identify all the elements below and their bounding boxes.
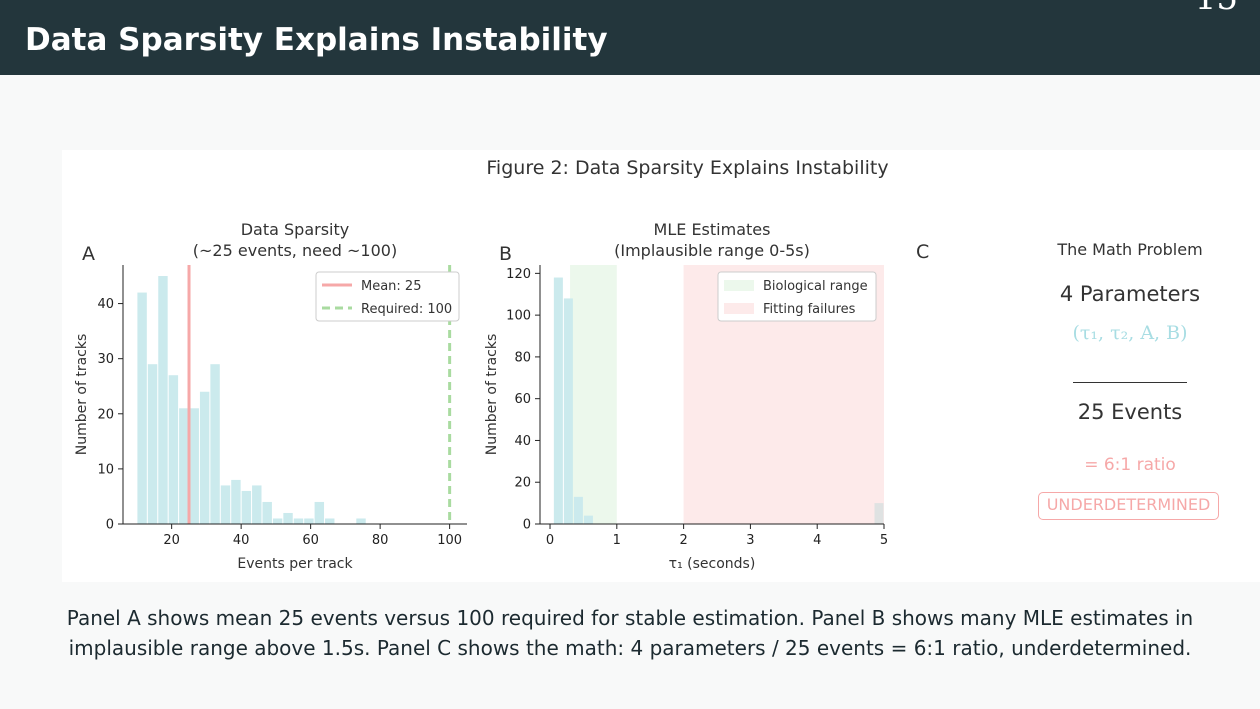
panel-b-y-tick-label: 100 [506, 309, 531, 324]
panel-b-y-tick-label: 120 [506, 267, 531, 282]
panel-b-span-biological-range [570, 265, 617, 524]
panel-b-x-axis-label: τ₁ (seconds) [669, 556, 756, 572]
panel-a-bar [314, 501, 325, 524]
panel-a-bar [199, 391, 210, 524]
panel-a-y-tick-label: 40 [97, 297, 114, 312]
panel-c-title: The Math Problem [1057, 240, 1203, 259]
panel-b-y-tick-label: 60 [514, 392, 531, 407]
panel-b-legend-label: Biological range [763, 279, 868, 294]
panel-a-x-tick-label: 60 [302, 533, 319, 548]
panel-a-x-tick-label: 20 [163, 533, 180, 548]
figure-title: Figure 2: Data Sparsity Explains Instabi… [486, 157, 889, 179]
panel-a-bar [231, 479, 241, 524]
panel-b-x-tick-label: 0 [546, 533, 554, 548]
panel-b-x-tick-label: 1 [613, 533, 621, 548]
panel-a-bar [252, 485, 262, 524]
panel-a-y-tick-label: 0 [106, 518, 114, 533]
panel-a-bar [325, 518, 335, 524]
panel-c-symbols: (τ₁, τ₂, A, B) [1072, 322, 1188, 344]
panel-a-bar [356, 518, 366, 524]
panel-a-legend-label: Mean: 25 [361, 279, 421, 294]
panel-b-y-tick-label: 0 [523, 518, 531, 533]
panel-b-letter: B [499, 243, 512, 265]
panel-a-bar [241, 490, 252, 524]
panel-a-bar [137, 292, 147, 524]
panel-b-x-tick-label: 4 [813, 533, 821, 548]
panel-c-events: 25 Events [1077, 400, 1183, 424]
figure-panel [62, 150, 1260, 582]
panel-a-title: Data Sparsity [241, 220, 350, 239]
panel-a-x-tick-label: 80 [372, 533, 389, 548]
panel-a-legend-label: Required: 100 [361, 302, 452, 317]
panel-b-title: MLE Estimates [654, 220, 771, 239]
slide-title: Data Sparsity Explains Instability [25, 22, 608, 58]
panel-b-bar [583, 515, 593, 524]
panel-c-fraction-rule [1073, 382, 1187, 383]
panel-b-bar [563, 298, 573, 524]
panel-a-y-tick-label: 20 [97, 407, 114, 422]
panel-b-x-tick-label: 2 [679, 533, 687, 548]
panel-a-x-tick-label: 100 [437, 533, 462, 548]
caption: Panel A shows mean 25 events versus 100 … [66, 606, 1194, 660]
panel-b-y-tick-label: 80 [514, 350, 531, 365]
panel-a-y-axis-label: Number of tracks [74, 334, 90, 456]
panel-b-bar [553, 277, 563, 524]
panel-a-bar [147, 364, 158, 524]
panel-c-letter: C [916, 241, 930, 263]
panel-a-bar [283, 512, 293, 524]
panel-b-legend-swatch [724, 303, 754, 314]
panel-c-ratio: = 6:1 ratio [1084, 455, 1176, 475]
panel-a-bar [262, 501, 272, 524]
panel-a-bar [168, 375, 179, 524]
panel-a-bar [220, 485, 231, 524]
panel-b-bar [874, 503, 884, 524]
panel-a-bar [272, 518, 283, 524]
panel-b-legend-box [717, 271, 877, 322]
panel-b-y-axis-label: Number of tracks [484, 334, 500, 456]
page-number: 15 [1195, 0, 1238, 18]
panel-b-legend-swatch [724, 280, 754, 291]
underdetermined-badge: UNDERDETERMINED [1038, 492, 1219, 520]
panel-b-y-tick-label: 20 [514, 476, 531, 491]
panel-b-legend-label: Fitting failures [763, 302, 856, 317]
panel-a-x-axis-label: Events per track [237, 556, 353, 572]
panel-b-x-tick-label: 3 [746, 533, 754, 548]
panel-a-letter: A [82, 243, 95, 265]
panel-a-bar [304, 518, 314, 524]
panel-b-x-tick-label: 5 [880, 533, 888, 548]
panel-a-subtitle: (~25 events, need ~100) [193, 241, 397, 260]
panel-b-y-tick-label: 40 [514, 434, 531, 449]
panel-b-bar [573, 496, 583, 524]
title-bar: 15 Data Sparsity Explains Instability [0, 0, 1260, 75]
panel-a-y-tick-label: 10 [97, 462, 114, 477]
panel-a-bar [293, 518, 304, 524]
panel-c-parameters: 4 Parameters [1059, 282, 1201, 306]
panel-b-subtitle: (Implausible range 0-5s) [614, 241, 810, 260]
panel-a-bar [189, 408, 199, 524]
panel-a-y-tick-label: 30 [97, 352, 114, 367]
panel-a-bar [158, 276, 168, 524]
panel-a-x-tick-label: 40 [233, 533, 250, 548]
panel-a-bar [210, 364, 220, 524]
panel-a-bar [179, 408, 189, 524]
